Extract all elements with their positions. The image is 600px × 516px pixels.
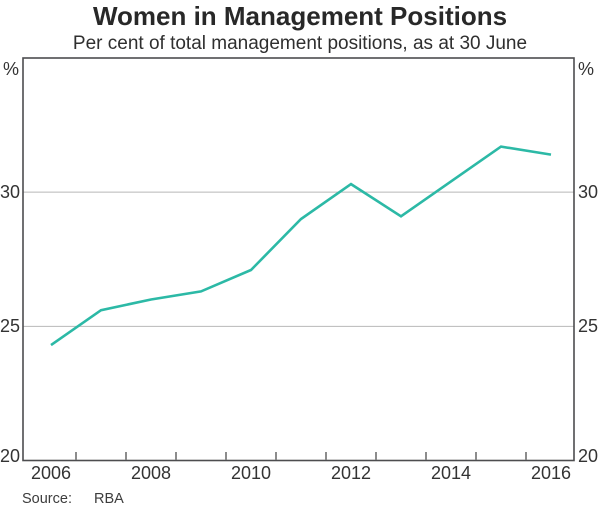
x-axis-label-2008: 2008: [130, 463, 172, 483]
y-axis-unit-right: %: [578, 59, 595, 79]
chart-subtitle: Per cent of total management positions, …: [72, 33, 528, 54]
y-axis-unit-left: %: [2, 59, 19, 79]
x-axis-label-2010: 2010: [230, 463, 272, 483]
source-label: Source:: [22, 491, 72, 507]
y-axis-label-left-30: 30: [0, 182, 21, 203]
y-axis-label-right-25: 25: [578, 316, 599, 337]
x-axis-label-2012: 2012: [330, 463, 372, 483]
x-axis-label-2016: 2016: [530, 463, 572, 483]
plot-border: [22, 57, 575, 462]
x-axis-label-2006: 2006: [30, 463, 72, 483]
y-axis-label-left-25: 25: [0, 316, 21, 337]
y-axis-label-left-20: 20: [0, 445, 21, 466]
source-value: RBA: [93, 491, 124, 507]
y-axis-label-right-20: 20: [578, 445, 599, 466]
y-axis-label-right-30: 30: [578, 182, 599, 203]
x-axis-label-2014: 2014: [430, 463, 472, 483]
data-line-women-in-management: [50, 145, 552, 347]
chart-title: Women in Management Positions: [92, 1, 508, 31]
source-note: Source: RBA: [22, 491, 124, 507]
